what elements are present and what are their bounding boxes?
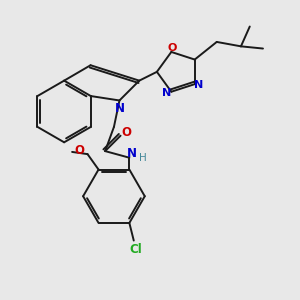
Text: N: N: [162, 88, 172, 98]
Text: Cl: Cl: [130, 243, 142, 256]
Text: O: O: [75, 144, 85, 157]
Text: N: N: [115, 102, 124, 115]
Text: N: N: [194, 80, 204, 90]
Text: O: O: [121, 126, 131, 139]
Text: N: N: [127, 147, 136, 160]
Text: O: O: [168, 43, 177, 52]
Text: H: H: [139, 153, 146, 163]
